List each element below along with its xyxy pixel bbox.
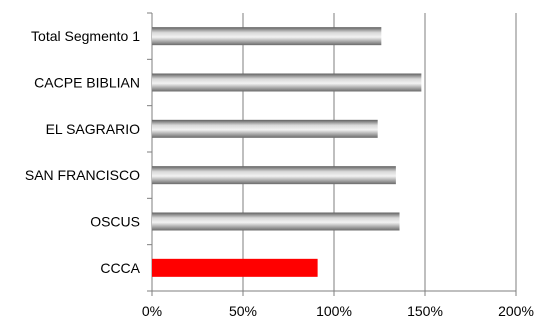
gridlines (242, 13, 517, 291)
x-tick-label: 50% (229, 303, 257, 319)
category-label: CCCA (100, 260, 140, 276)
bar-oscus (152, 212, 400, 231)
axes (147, 12, 517, 296)
bar-total-segmento-1 (152, 27, 382, 46)
bar-ccca (152, 258, 318, 277)
bars (152, 27, 422, 277)
category-label: OSCUS (90, 214, 140, 230)
x-tick-label: 200% (498, 303, 534, 319)
category-label: Total Segmento 1 (31, 28, 140, 44)
bar-el-sagrario (152, 119, 378, 138)
labels: Total Segmento 1 CACPE BIBLIAN EL SAGRARIO… (25, 28, 534, 319)
x-tick-label: 150% (407, 303, 443, 319)
category-label: EL SAGRARIO (46, 121, 141, 137)
bar-san-francisco (152, 166, 396, 185)
x-tick-label: 0% (142, 303, 162, 319)
category-label: CACPE BIBLIAN (34, 75, 140, 91)
category-label: SAN FRANCISCO (25, 167, 140, 183)
x-tick-label: 100% (316, 303, 352, 319)
bar-cacpe-biblian (152, 73, 422, 92)
